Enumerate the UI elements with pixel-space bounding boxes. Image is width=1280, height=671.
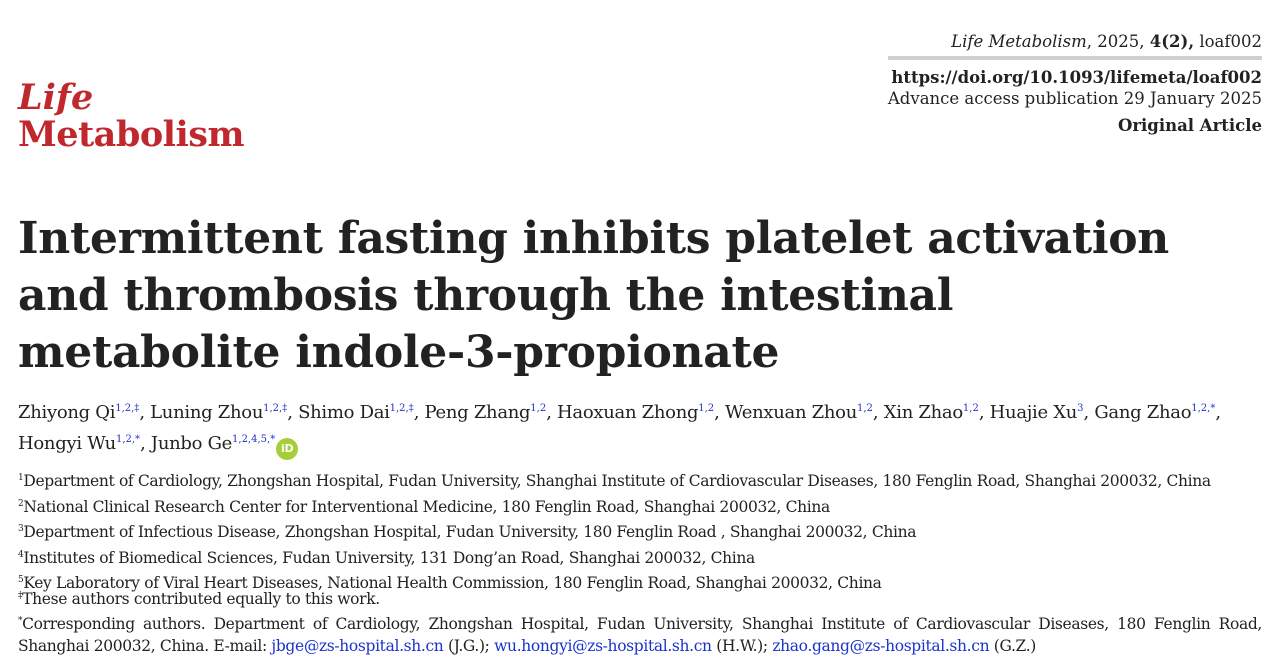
author-affil-marks: 1,2,4,5,* — [232, 434, 276, 445]
author-name: Zhiyong Qi — [18, 402, 116, 423]
advance-access-date: Advance access publication 29 January 20… — [887, 89, 1262, 108]
author-affil-marks: 1,2 — [962, 403, 979, 414]
citation-volume: 4(2), — [1149, 32, 1195, 51]
author-name: Wenxuan Zhou — [725, 402, 857, 423]
author-separator: , — [978, 402, 990, 423]
logo-line-2: Metabolism — [18, 114, 245, 155]
citation-line: Life Metabolism, 2025, 4(2), loaf002 — [887, 32, 1262, 60]
affiliation-text: Key Laboratory of Viral Heart Diseases, … — [23, 574, 882, 592]
author-name: Luning Zhou — [150, 402, 264, 423]
author-affil-marks: 1,2 — [857, 403, 873, 414]
author[interactable]: Peng Zhang1,2 — [425, 402, 547, 423]
author[interactable]: Zhiyong Qi1,2,‡ — [18, 402, 139, 423]
affiliation-number: 1 — [18, 473, 24, 483]
affiliation-item: 4Institutes of Biomedical Sciences, Fuda… — [18, 544, 1268, 570]
email-link-zhao-gang[interactable]: zhao.gang@zs-hospital.sh.cn — [772, 637, 990, 655]
affiliation-number: 5 — [18, 575, 24, 585]
affiliation-number: 3 — [18, 524, 24, 534]
author-name: Xin Zhao — [883, 402, 963, 423]
corresponding-mark: * — [18, 616, 23, 626]
author-affil-marks: 1,2 — [530, 403, 547, 414]
corresponding-text: Corresponding authors. Department of Car… — [18, 615, 1262, 655]
author[interactable]: Gang Zhao1,2,* — [1094, 402, 1215, 423]
journal-logo: Life Metabolism — [18, 77, 245, 155]
author-separator: , — [872, 402, 884, 423]
author-separator: , — [413, 402, 425, 423]
author-separator: , — [714, 402, 725, 423]
equal-mark: ‡ — [18, 591, 23, 601]
logo-line-1: Life — [18, 77, 94, 118]
doi-link[interactable]: https://doi.org/10.1093/lifemeta/loaf002 — [891, 68, 1262, 87]
author[interactable]: Shimo Dai1,2,‡ — [298, 402, 414, 423]
author-name: Gang Zhao — [1094, 402, 1192, 423]
author[interactable]: Haoxuan Zhong1,2 — [557, 402, 714, 423]
equal-contribution-text: These authors contributed equally to thi… — [22, 590, 380, 608]
email-owner: (J.G.); — [443, 637, 495, 655]
author-separator: , — [1083, 402, 1095, 423]
author-name: Peng Zhang — [424, 402, 531, 423]
author-name: Huajie Xu — [989, 402, 1078, 423]
email-link-wu-hongyi[interactable]: wu.hongyi@zs-hospital.sh.cn — [494, 637, 712, 655]
article-type: Original Article — [1117, 116, 1262, 135]
author-separator: , — [1215, 402, 1221, 423]
author-name: Shimo Dai — [298, 402, 390, 423]
author-separator: , — [287, 402, 299, 423]
email-owner: (H.W.); — [711, 637, 773, 655]
author[interactable]: Hongyi Wu1,2,* — [18, 433, 140, 454]
author-affil-marks: 1,2,* — [1191, 403, 1216, 414]
author-affil-marks: 1,2,* — [115, 434, 141, 445]
affiliation-item: 1Department of Cardiology, Zhongshan Hos… — [18, 467, 1268, 493]
affiliation-text: Department of Infectious Disease, Zhongs… — [23, 523, 917, 541]
equal-contribution-note: ‡These authors contributed equally to th… — [18, 585, 1262, 610]
author[interactable]: Huajie Xu3 — [990, 402, 1084, 423]
author[interactable]: Xin Zhao1,2 — [884, 402, 979, 423]
author[interactable]: Wenxuan Zhou1,2 — [725, 402, 873, 423]
author-name: Haoxuan Zhong — [557, 402, 699, 423]
email-link-jbge[interactable]: jbge@zs-hospital.sh.cn — [271, 637, 444, 655]
author-affil-marks: 1,2,‡ — [389, 403, 414, 414]
affiliation-number: 4 — [18, 549, 24, 560]
orcid-icon[interactable]: iD — [276, 438, 299, 460]
affiliation-text: National Clinical Research Center for In… — [23, 497, 830, 516]
affiliation-item: 3Department of Infectious Disease, Zhong… — [18, 518, 1268, 544]
affiliation-item: 5Key Laboratory of Viral Heart Diseases,… — [18, 569, 1268, 595]
author-separator: , — [546, 402, 558, 423]
affiliation-item: 2National Clinical Research Center for I… — [18, 493, 1268, 519]
author-separator: , — [139, 402, 151, 423]
author[interactable]: Luning Zhou1,2,‡ — [150, 402, 287, 423]
article-title: Intermittent fasting inhibits platelet a… — [18, 213, 1169, 378]
author-list: Zhiyong Qi1,2,‡, Luning Zhou1,2,‡, Shimo… — [18, 395, 1268, 460]
author-name: Hongyi Wu — [18, 433, 116, 454]
affiliations: 1Department of Cardiology, Zhongshan Hos… — [18, 467, 1268, 595]
author-affil-marks: 1,2,‡ — [263, 403, 288, 414]
author[interactable]: Junbo Ge1,2,4,5,* — [151, 433, 275, 454]
citation-year: , 2025, — [1086, 32, 1150, 51]
citation-article-id: loaf002 — [1194, 32, 1262, 51]
email-owner: (G.Z.) — [989, 637, 1037, 655]
journal-name: Life Metabolism — [951, 32, 1087, 51]
author-name: Junbo Ge — [150, 433, 233, 454]
affiliation-number: 2 — [18, 498, 24, 509]
corresponding-authors-note: *Corresponding authors. Department of Ca… — [18, 610, 1262, 657]
author-affil-marks: 1,2 — [698, 403, 715, 414]
article-meta: Life Metabolism, 2025, 4(2), loaf002 htt… — [887, 32, 1262, 135]
author-notes: ‡These authors contributed equally to th… — [18, 585, 1262, 657]
author-separator: , — [140, 433, 151, 454]
author-affil-marks: 1,2,‡ — [115, 403, 140, 414]
affiliation-text: Department of Cardiology, Zhongshan Hosp… — [23, 472, 1211, 490]
affiliation-text: Institutes of Biomedical Sciences, Fudan… — [23, 548, 755, 567]
author-affil-marks: 3 — [1077, 403, 1084, 414]
